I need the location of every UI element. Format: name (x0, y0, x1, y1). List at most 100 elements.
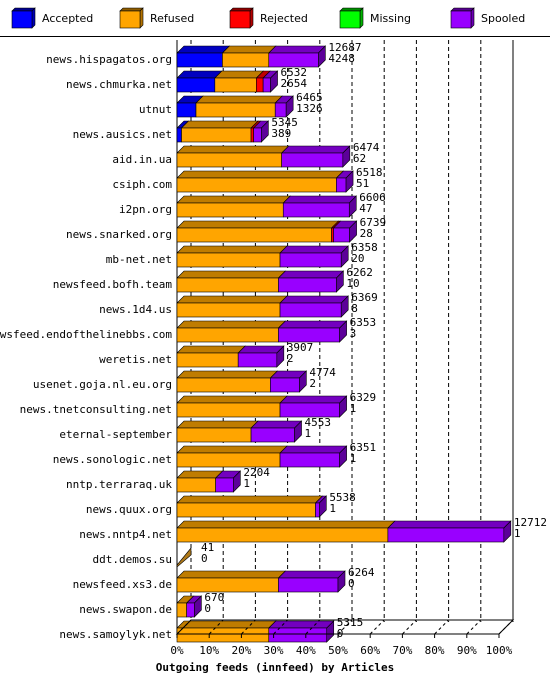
legend-swatch-side (31, 7, 36, 29)
x-axis: 0% 10% 20% 30% 40% 50% 60% 70% 80% 90% 100% (170, 619, 515, 657)
bar-segment-refused (214, 77, 257, 93)
bar-total-label: 6369 (351, 291, 378, 304)
bar-segment-spooled-top (237, 345, 285, 354)
bar-segment-spooled (333, 227, 350, 243)
bar-segment-refused-top (176, 470, 224, 479)
bar-segment-spooled-top (279, 395, 348, 404)
bar-segment-refused-top (176, 370, 279, 379)
bar-segment-refused-top (176, 395, 288, 404)
bar-segment-refused (176, 427, 252, 443)
legend-swatch (450, 10, 472, 29)
legend-swatch-side (249, 7, 254, 29)
bar-total-label: 6739 (360, 216, 387, 229)
bar-side (294, 420, 302, 443)
y-label-mb-net.net: mb-net.net (106, 253, 172, 266)
bar-segment-refused (176, 377, 271, 393)
bar-segment-spooled (278, 327, 340, 343)
bar-segment-spooled (250, 427, 295, 443)
bar-segment-refused (176, 177, 337, 193)
x-tick-label: 30% (264, 644, 284, 657)
bar-segment-refused (176, 577, 279, 593)
bar-side (285, 95, 294, 118)
x-tick-label: 80% (425, 644, 445, 657)
x-tick-label: 0% (170, 644, 184, 657)
bar-segment-refused (176, 402, 281, 418)
bar-segment-refused (176, 252, 281, 268)
y-axis-labels: news.hispagatos.org news.chmurka.net utnut… (0, 53, 172, 641)
legend-item-spooled: Spooled (450, 7, 525, 29)
bar-segment-spooled (215, 477, 234, 493)
bar-segment-spooled (253, 127, 262, 143)
bar-segment-spooled (282, 202, 350, 218)
bar-segment-spooled (279, 402, 340, 418)
bar-count-label: 0 (201, 552, 208, 565)
bar-segment-spooled (279, 302, 342, 318)
bar-count-label: 2 (309, 377, 316, 390)
bar-segment-refused-top (176, 520, 396, 529)
y-label-newsfeed.bofh.team: newsfeed.bofh.team (53, 278, 173, 291)
bar-total-label: 4774 (309, 366, 336, 379)
bars: 1268742486532265464651326534538964746265… (176, 41, 547, 643)
y-label-news.1d4.us: news.1d4.us (99, 303, 172, 316)
bar-segment-spooled-top (279, 295, 349, 304)
y-label-ddt.demos.su: ddt.demos.su (93, 553, 172, 566)
bar-segment-refused (176, 477, 216, 493)
legend-label: Rejected (260, 12, 308, 25)
x-tick-label: 50% (328, 644, 348, 657)
bar-total-label: 6329 (350, 391, 377, 404)
bar-total-label: 670 (204, 591, 224, 604)
bar-side (340, 295, 349, 318)
bar-segment-spooled-top (250, 420, 303, 429)
bar-total-label: 6606 (359, 191, 386, 204)
bar-segment-refused-top (176, 295, 288, 304)
legend-swatch-side (359, 7, 364, 29)
bar-total-label: 5315 (337, 616, 364, 629)
bar-side (342, 145, 351, 168)
bar-count-label: 0 (348, 577, 355, 590)
bar-segment-refused (176, 502, 316, 518)
bar-segment-accepted-top (176, 70, 223, 79)
x-tick-label: 40% (296, 644, 316, 657)
bar-segment-refused-top (176, 570, 287, 579)
bar-side (349, 220, 357, 243)
bar-segment-spooled (336, 177, 347, 193)
legend: Accepted Refused Rejected Missing Spooled (11, 7, 525, 29)
y-label-news.sonologic.net: news.sonologic.net (53, 453, 172, 466)
bar-total-label: 6262 (346, 266, 373, 279)
bar-side (337, 570, 346, 593)
legend-swatch-side (139, 7, 144, 29)
bar-segment-spooled (262, 77, 271, 93)
bar-count-label: 1 (514, 527, 521, 540)
bar-side (336, 270, 344, 293)
bar-segment-accepted (176, 102, 197, 118)
bar-segment-refused-top (176, 445, 288, 454)
bar-segment-refused (176, 327, 279, 343)
bar-segment-spooled-top (277, 570, 346, 579)
bar-total-label: 12712 (514, 516, 547, 529)
bar-segment-spooled (274, 102, 287, 118)
legend-swatch-top (450, 7, 475, 12)
bar-side (270, 70, 278, 93)
bar-count-label: 1 (329, 502, 336, 515)
legend-swatch (119, 10, 141, 29)
bar-side (318, 45, 326, 68)
bar-segment-spooled-top (268, 45, 327, 54)
bar-segment-refused (181, 127, 252, 143)
bar-total-label: 6474 (353, 141, 380, 154)
bar-side (503, 520, 512, 543)
bar-segment-spooled-top (277, 320, 348, 329)
bar-segment-spooled (186, 602, 195, 618)
bar-segment-refused-top (176, 195, 291, 204)
bar-side (340, 245, 349, 268)
